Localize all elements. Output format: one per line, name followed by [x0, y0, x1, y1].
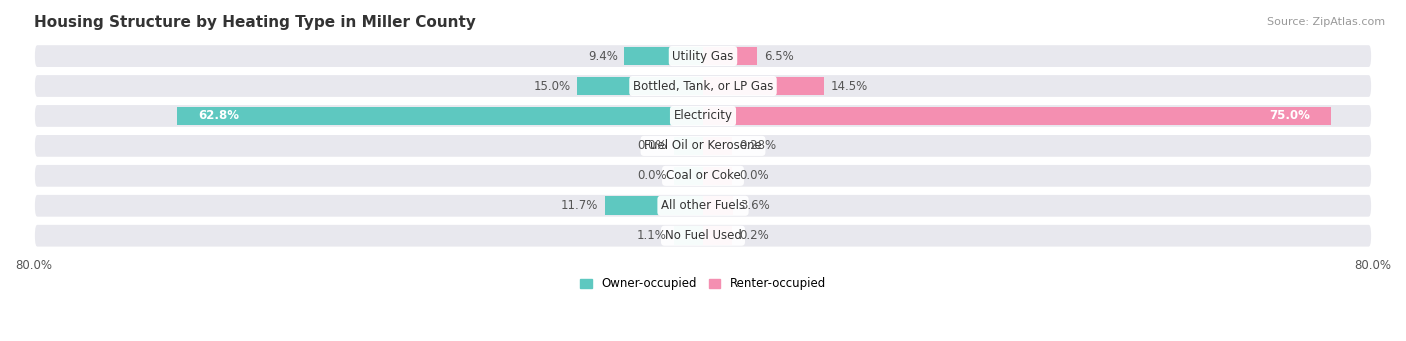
Bar: [703, 107, 1330, 125]
Text: 0.0%: 0.0%: [637, 169, 666, 182]
Bar: [624, 47, 703, 65]
Text: Utility Gas: Utility Gas: [672, 49, 734, 63]
Text: Bottled, Tank, or LP Gas: Bottled, Tank, or LP Gas: [633, 79, 773, 92]
Text: 6.5%: 6.5%: [763, 49, 794, 63]
Bar: [703, 47, 758, 65]
Text: All other Fuels: All other Fuels: [661, 199, 745, 212]
Bar: [673, 166, 703, 185]
Text: Electricity: Electricity: [673, 109, 733, 122]
Text: 3.6%: 3.6%: [740, 199, 769, 212]
Text: 0.0%: 0.0%: [637, 139, 666, 152]
Text: 75.0%: 75.0%: [1268, 109, 1310, 122]
Bar: [703, 226, 733, 245]
Legend: Owner-occupied, Renter-occupied: Owner-occupied, Renter-occupied: [575, 273, 831, 295]
Text: No Fuel Used: No Fuel Used: [665, 229, 741, 242]
Bar: [605, 196, 703, 215]
Text: 9.4%: 9.4%: [588, 49, 617, 63]
Text: Coal or Coke: Coal or Coke: [665, 169, 741, 182]
FancyBboxPatch shape: [34, 223, 1372, 248]
Text: 11.7%: 11.7%: [561, 199, 599, 212]
FancyBboxPatch shape: [34, 193, 1372, 218]
Bar: [578, 77, 703, 95]
Bar: [673, 226, 703, 245]
Text: 0.28%: 0.28%: [740, 139, 776, 152]
Text: 0.0%: 0.0%: [740, 169, 769, 182]
Bar: [703, 166, 733, 185]
Text: 14.5%: 14.5%: [831, 79, 869, 92]
Text: Source: ZipAtlas.com: Source: ZipAtlas.com: [1267, 17, 1385, 27]
Text: 0.2%: 0.2%: [740, 229, 769, 242]
FancyBboxPatch shape: [34, 74, 1372, 98]
Text: 1.1%: 1.1%: [637, 229, 666, 242]
FancyBboxPatch shape: [34, 164, 1372, 188]
Bar: [703, 137, 733, 155]
FancyBboxPatch shape: [34, 104, 1372, 128]
FancyBboxPatch shape: [34, 134, 1372, 158]
Bar: [703, 77, 824, 95]
Bar: [177, 107, 703, 125]
Text: 62.8%: 62.8%: [198, 109, 239, 122]
FancyBboxPatch shape: [34, 44, 1372, 68]
Text: 15.0%: 15.0%: [534, 79, 571, 92]
Bar: [673, 137, 703, 155]
Bar: [703, 196, 733, 215]
Text: Housing Structure by Heating Type in Miller County: Housing Structure by Heating Type in Mil…: [34, 15, 475, 30]
Text: Fuel Oil or Kerosene: Fuel Oil or Kerosene: [644, 139, 762, 152]
